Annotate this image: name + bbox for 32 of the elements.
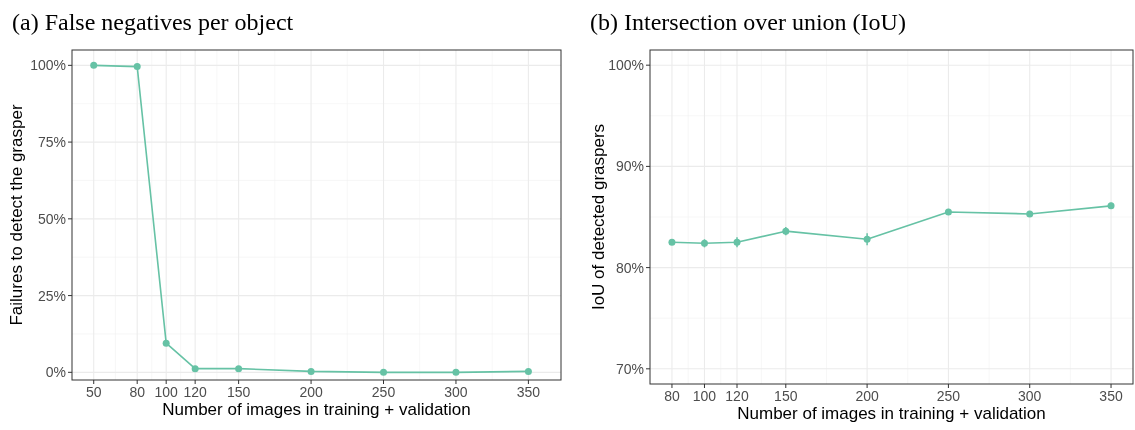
x-axis-title: Number of images in training + validation	[737, 404, 1046, 423]
y-tick-label: 70%	[615, 360, 644, 377]
x-tick-label: 200	[855, 388, 879, 404]
x-tick-label: 120	[725, 388, 749, 404]
y-tick-label: 50%	[37, 210, 66, 227]
y-tick-label: 100%	[608, 57, 644, 74]
chart-title: (a) False negatives per object	[12, 9, 294, 35]
y-tick-label: 25%	[37, 287, 66, 304]
y-tick-label: 75%	[37, 134, 66, 151]
y-axis-title: IoU of detected graspers	[589, 123, 608, 311]
x-tick-label: 120	[183, 384, 208, 400]
x-tick-label: 150	[774, 388, 798, 404]
x-tick-label: 350	[516, 384, 541, 400]
y-tick-label: 100%	[30, 57, 66, 74]
x-tick-label: 80	[129, 384, 146, 400]
x-tick-label: 300	[1018, 388, 1042, 404]
x-tick-label: 50	[85, 384, 102, 400]
x-tick-label: 300	[444, 384, 468, 400]
y-axis-title: Failures to detect the grasper	[7, 104, 26, 326]
x-tick-label: 200	[299, 384, 323, 400]
x-axis-title: Number of images in training + validation	[162, 400, 471, 419]
x-tick-label: 150	[226, 384, 251, 400]
x-tick-label: 100	[154, 384, 179, 400]
chart-title: (b) Intersection over union (IoU)	[590, 9, 906, 35]
x-tick-label: 350	[1099, 388, 1123, 404]
y-tick-label: 90%	[615, 158, 644, 175]
x-tick-label: 80	[664, 388, 680, 404]
x-tick-label: 100	[692, 388, 717, 404]
y-tick-label: 0%	[45, 364, 66, 381]
x-tick-label: 250	[371, 384, 396, 400]
y-tick-label: 80%	[615, 259, 644, 276]
x-tick-label: 250	[936, 388, 961, 404]
